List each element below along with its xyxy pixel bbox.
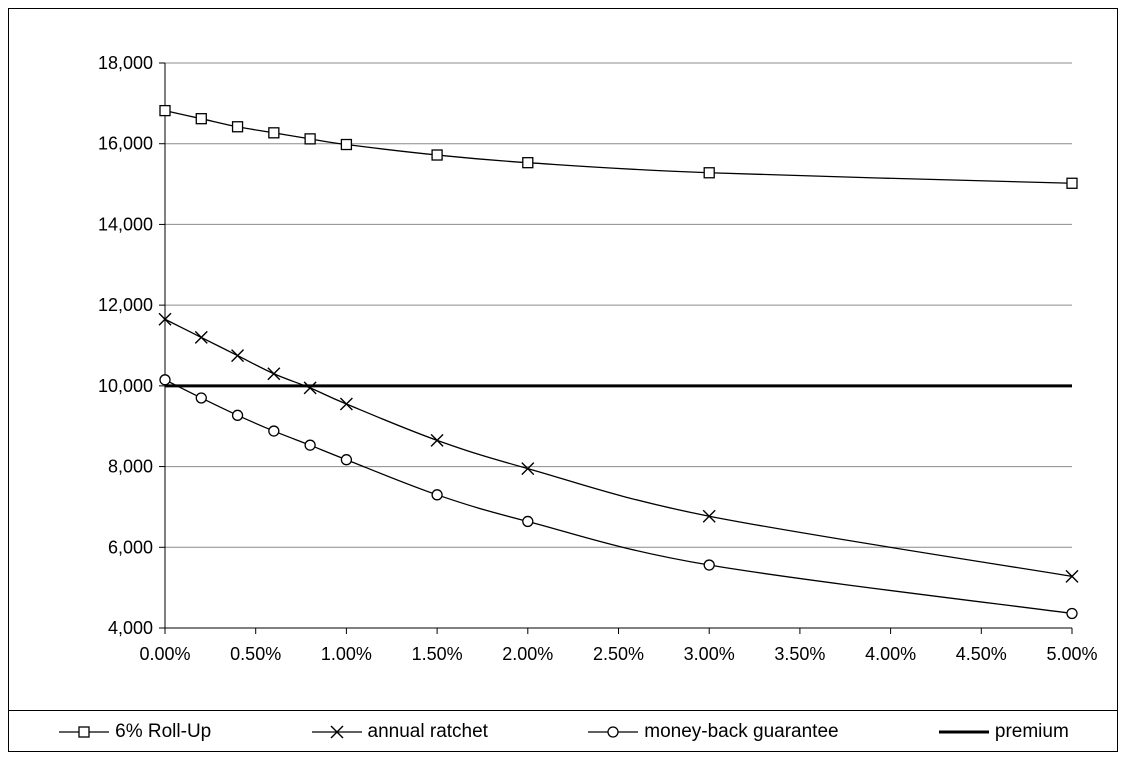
series-line — [164, 109, 1073, 184]
x-tick-label: 0.00% — [139, 644, 190, 664]
square-marker — [304, 133, 316, 145]
x-marker — [521, 462, 535, 476]
y-tick-label: 18,000 — [98, 53, 153, 73]
legend-swatch — [59, 725, 110, 738]
x-marker-stroke — [194, 330, 208, 344]
circle-marker — [607, 725, 619, 738]
circle-marker — [231, 409, 244, 421]
y-tick-labels: 4,000 6,000 8,000 10,000 12,000 14,000 16,000 1… — [98, 53, 153, 638]
x-marker — [231, 349, 245, 363]
y-tick-label: 10,000 — [98, 376, 153, 396]
square-marker — [78, 725, 90, 738]
circle-marker — [159, 374, 171, 386]
square-marker — [431, 149, 443, 161]
x-tick-label: 2.50% — [593, 644, 644, 664]
x-marker — [267, 367, 281, 381]
x-tick-label: 4.50% — [956, 644, 1007, 664]
series — [158, 104, 1079, 620]
legend-item: 6% Roll-Up — [57, 721, 211, 743]
legend-item: money-back guarantee — [586, 720, 839, 743]
x-marker — [339, 397, 353, 411]
square-marker — [1066, 177, 1078, 189]
x-tick-label: 2.00% — [502, 644, 553, 664]
x-marker — [158, 312, 172, 326]
legend-label: 6% Roll-Up — [115, 720, 212, 742]
x-marker-stroke — [339, 397, 353, 411]
x-marker-stroke — [330, 725, 344, 738]
y-tick-label: 12,000 — [98, 295, 153, 315]
y-tick-label: 8,000 — [108, 457, 153, 477]
y-tick-label: 16,000 — [98, 134, 153, 154]
x-tick-label: 1.00% — [321, 644, 372, 664]
y-tick-label: 6,000 — [108, 537, 153, 557]
x-marker — [430, 433, 444, 447]
circle-marker — [304, 439, 316, 451]
x-marker — [702, 509, 716, 523]
circle-marker — [195, 392, 207, 404]
legend-label: annual ratchet — [367, 720, 488, 742]
x-marker — [1065, 569, 1079, 583]
legend: 6% Roll-Up annual ratchet money-back guara… — [8, 710, 1118, 752]
x-tick-label: 3.00% — [684, 644, 735, 664]
series-money-back-guarantee — [159, 374, 1078, 620]
x-tick-label: 3.50% — [774, 644, 825, 664]
x-marker-stroke — [702, 509, 716, 523]
square-marker — [231, 121, 244, 133]
legend-label: money-back guarantee — [644, 720, 839, 742]
square-marker — [340, 138, 353, 151]
legend-item: premium — [937, 721, 1069, 743]
legend-swatch — [311, 725, 362, 738]
circle-marker — [268, 425, 280, 437]
circle-marker — [431, 489, 443, 501]
x-marker — [194, 330, 208, 344]
x-marker-stroke — [430, 433, 444, 447]
y-tick-label: 14,000 — [98, 214, 153, 234]
x-marker-stroke — [303, 381, 317, 395]
x-marker-stroke — [1065, 569, 1079, 583]
legend-swatch — [938, 730, 989, 733]
y-tick-label: 4,000 — [108, 618, 153, 638]
circle-marker — [703, 559, 715, 571]
series-line — [164, 318, 1073, 577]
series-line — [164, 379, 1073, 615]
x-tick-label: 5.00% — [1046, 644, 1097, 664]
circle-marker — [1066, 607, 1078, 620]
square-marker — [195, 113, 207, 125]
legend-label: premium — [994, 720, 1069, 742]
legend-swatch — [588, 725, 639, 738]
x-tick-labels: 0.00% 0.50% 1.00% 1.50% 2.00% 2.50% 3.00% 3.50%… — [139, 644, 1097, 664]
x-marker-stroke — [267, 367, 281, 381]
axes — [159, 62, 1073, 634]
square-marker — [268, 127, 280, 139]
x-tick-label: 0.50% — [230, 644, 281, 664]
x-marker-stroke — [231, 349, 245, 363]
circle-marker — [340, 454, 353, 466]
square-marker — [159, 104, 171, 117]
line-chart: 4,000 6,000 8,000 10,000 12,000 14,000 16,000 1… — [98, 53, 1098, 664]
x-marker — [330, 725, 344, 738]
x-marker — [303, 381, 317, 395]
series-annual-ratchet — [158, 312, 1079, 583]
square-marker — [522, 157, 534, 169]
x-marker-stroke — [158, 312, 172, 326]
chart-frame: 4,000 6,000 8,000 10,000 12,000 14,000 16,000 1… — [8, 8, 1118, 752]
gridlines — [165, 62, 1072, 548]
legend-item: annual ratchet — [310, 721, 488, 743]
x-marker-stroke — [521, 462, 535, 476]
circle-marker — [522, 515, 534, 528]
x-tick-label: 4.00% — [865, 644, 916, 664]
square-marker — [703, 167, 715, 179]
x-tick-label: 1.50% — [412, 644, 463, 664]
series-6-roll-up — [159, 104, 1078, 189]
